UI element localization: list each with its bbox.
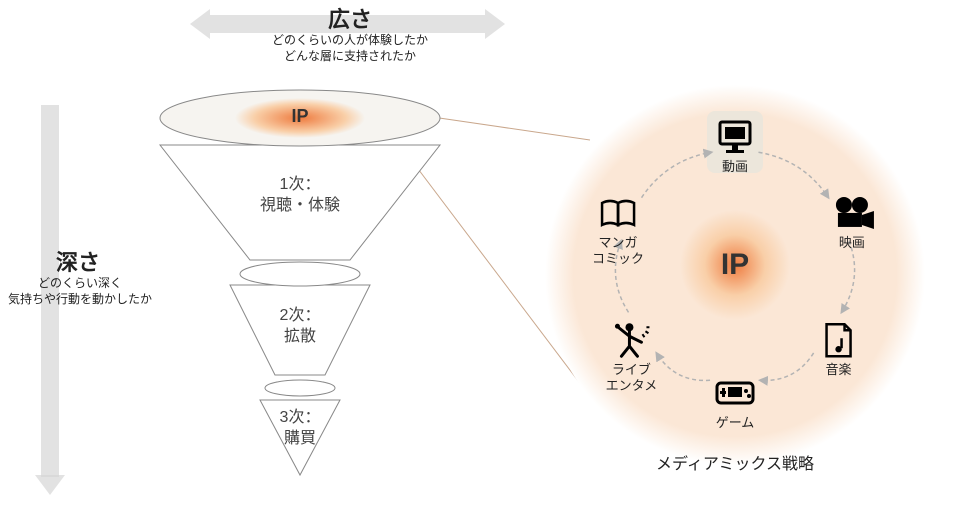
diagram-svg: [0, 0, 958, 508]
media-ip-label: IP: [705, 248, 765, 282]
depth-axis-title: 深さ: [18, 245, 138, 277]
tier2-line1: 2次：: [280, 307, 321, 324]
tier2-line2: 拡散: [284, 328, 316, 345]
funnel-tier-1: 1次： 視聴・体験: [230, 175, 370, 217]
tier1-line2: 視聴・体験: [260, 197, 340, 214]
media-label-game: ゲーム: [690, 415, 780, 431]
media-label-manga: マンガコミック: [573, 235, 663, 266]
media-label-live: ライブエンタメ: [586, 362, 676, 393]
funnel-tier-3: 3次： 購買: [255, 408, 345, 450]
width-axis-sub2: どんな層に支持されたか: [0, 48, 700, 64]
funnel-tier-2: 2次： 拡散: [245, 306, 355, 348]
width-axis-sub1: どのくらいの人が体験したか: [0, 32, 700, 48]
tier3-line1: 3次：: [280, 409, 321, 426]
funnel-ip-label: IP: [270, 106, 330, 127]
depth-axis-sub1: どのくらい深く: [0, 275, 160, 291]
tier1-line1: 1次：: [280, 176, 321, 193]
media-label-music: 音楽: [794, 362, 884, 378]
depth-axis-sub2: 気持ちや行動を動かしたか: [0, 291, 160, 307]
media-mix-title: メディアミックス戦略: [605, 450, 865, 474]
media-label-movie: 映画: [807, 235, 897, 251]
width-axis-title: 広さ: [0, 2, 700, 34]
tier3-line2: 購買: [284, 430, 316, 447]
media-label-video: 動画: [690, 159, 780, 175]
